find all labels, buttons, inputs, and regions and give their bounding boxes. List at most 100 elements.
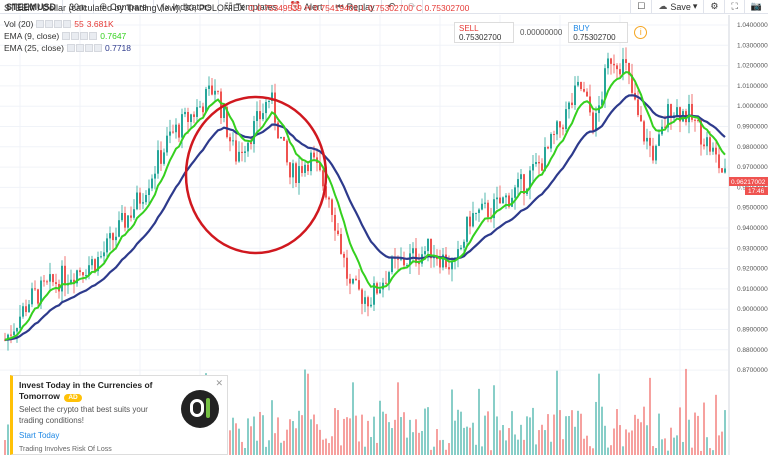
chevron-down-icon: ▾ <box>692 1 698 11</box>
sell-price: 0.75302700 <box>459 33 502 42</box>
low-value: L 0.75302700 <box>361 3 413 14</box>
price-tick-label: 1.01000000 <box>737 83 768 90</box>
interval-label: 30m <box>69 1 87 12</box>
ema9-line <box>4 71 726 341</box>
ad-cta-link[interactable]: Start Today <box>19 431 60 441</box>
spread-value: 0.00000000 <box>520 28 563 37</box>
ema25-legend[interactable]: EMA (25, close) 0.7718 <box>4 43 131 53</box>
symbol-search[interactable]: STEEMUSD <box>0 0 64 14</box>
ema9-label: EMA (9, close) <box>4 31 60 42</box>
price-tick-label: 0.88000000 <box>737 347 768 354</box>
vol-value-a: 55 <box>74 19 84 29</box>
symbol-label: STEEMUSD <box>6 1 57 12</box>
legend-buttons[interactable] <box>36 20 72 29</box>
templates-button[interactable]: ☷ Templates <box>219 0 284 14</box>
replay-icon: ⏮ <box>335 1 344 11</box>
templates-icon: ☷ <box>224 1 233 11</box>
close-value: C 0.75302700 <box>415 3 470 14</box>
cloud-icon: ☁ <box>658 1 668 11</box>
templates-label: Templates <box>235 1 277 12</box>
ema25-value: 0.7718 <box>105 43 131 54</box>
current-price-label: 0.96217002 <box>731 179 766 186</box>
high-value: H 0.75419401 <box>304 3 359 14</box>
alert-label: Alert <box>303 1 323 12</box>
plus-circle-icon: ⊕ <box>99 1 108 11</box>
ad-banner[interactable]: Invest Today in the Currencies of Tomorr… <box>10 375 228 455</box>
price-tick-label: 0.99000000 <box>737 124 768 131</box>
square-icon: ☐ <box>637 1 646 11</box>
chart-title: STEEM / Dollar (calculated by TradingVie… <box>4 3 245 13</box>
ema25-line <box>4 94 726 341</box>
ema9-value: 0.7647 <box>100 31 127 42</box>
fullscreen-icon: ⛶ <box>731 1 738 11</box>
info-icon[interactable]: i <box>634 26 648 39</box>
vol-label: Vol (20) <box>4 19 34 29</box>
price-tick-label: 0.93000000 <box>737 245 768 252</box>
ad-badge: AD <box>64 394 82 403</box>
price-tick-label: 1.04000000 <box>737 22 768 29</box>
chart-legend: STEEM / Dollar (calculated by TradingVie… <box>4 3 469 56</box>
price-tick-label: 0.92000000 <box>737 266 768 273</box>
annotation-circle <box>184 95 328 255</box>
buy-button[interactable]: BUY 0.75302700 <box>568 22 629 43</box>
trade-widget: SELL 0.75302700 0.00000000 BUY 0.7530270… <box>454 22 648 43</box>
gear-icon: ⚙ <box>710 1 719 11</box>
chart-grid <box>0 15 728 455</box>
ad-title: Invest Today in the Currencies of Tomorr… <box>19 380 169 403</box>
top-toolbar: STEEMUSD 30m ⊕ Compare ƒx Indicators ☷ Temp… <box>0 0 768 14</box>
vol-value-b: 3.681K <box>86 19 114 29</box>
save-button[interactable]: ☁ Save ▾ <box>651 0 703 14</box>
undo-button[interactable]: ↶ <box>382 0 403 14</box>
alert-button[interactable]: ⏰ Alert <box>284 0 330 14</box>
price-tick-label: 0.97000000 <box>737 164 768 171</box>
fullscreen-button[interactable]: ⛶ <box>724 0 743 14</box>
replay-button[interactable]: ⏮ Replay <box>329 0 382 14</box>
price-tick-label: 0.90000000 <box>737 306 768 313</box>
ad-title-text: Invest Today in the Currencies of Tomorr… <box>19 380 153 402</box>
price-tick-label: 0.91000000 <box>737 286 768 293</box>
indicators-button[interactable]: ƒx Indicators <box>154 0 219 14</box>
price-tick-label: 0.95000000 <box>737 205 768 212</box>
ohlc-row: STEEM / Dollar (calculated by TradingVie… <box>4 3 469 14</box>
price-axis: 1.04000000 1.03000000 1.02000000 1.01000000… <box>728 15 768 455</box>
price-tick-label: 0.87000000 <box>737 367 768 374</box>
price-tick-label: 1.02000000 <box>737 63 768 70</box>
close-icon[interactable]: ✕ <box>215 378 223 388</box>
price-chart[interactable]: 1.04000000 1.03000000 1.02000000 1.01000000… <box>0 15 768 455</box>
indicators-label: Indicators <box>172 1 212 12</box>
snapshot-button[interactable]: 📷 <box>743 0 768 14</box>
legend-buttons[interactable] <box>67 44 102 53</box>
redo-icon: ↷ <box>408 1 416 11</box>
indicators-icon: ƒx <box>160 1 170 12</box>
price-tick-label: 1.00000000 <box>737 103 768 110</box>
legend-buttons[interactable] <box>62 32 98 41</box>
candles <box>4 47 726 351</box>
price-tick-label: 0.89000000 <box>737 327 768 334</box>
settings-button[interactable]: ⚙ <box>703 0 724 14</box>
sell-label: SELL <box>459 24 479 33</box>
countdown-label: 17:46 <box>748 188 765 195</box>
ad-description: Select the crypto that best suits your t… <box>19 405 148 425</box>
current-price-tag <box>729 176 768 186</box>
ad-logo <box>181 390 219 428</box>
compare-button[interactable]: ⊕ Compare <box>94 0 155 14</box>
interval-button[interactable]: 30m <box>63 0 94 14</box>
compare-label: Compare <box>110 1 148 12</box>
save-label: Save <box>670 1 691 12</box>
redo-button[interactable]: ↷ <box>402 0 423 14</box>
ad-risk-disclaimer: Trading Involves Risk Of Loss <box>19 446 112 454</box>
undo-icon: ↶ <box>387 1 396 11</box>
sell-button[interactable]: SELL 0.75302700 <box>454 22 514 43</box>
ema25-label: EMA (25, close) <box>4 43 64 54</box>
vol-legend[interactable]: Vol (20) 55 3.681K <box>4 19 131 29</box>
countdown-tag <box>745 186 768 195</box>
ema9-legend[interactable]: EMA (9, close) 0.7647 <box>4 31 131 41</box>
buy-label: BUY <box>573 24 590 33</box>
alarm-clock-icon: ⏰ <box>289 1 301 11</box>
price-tick-label: 0.94000000 <box>737 225 768 232</box>
camera-icon: 📷 <box>750 1 762 11</box>
buy-price: 0.75302700 <box>573 33 616 42</box>
layout-button[interactable]: ☐ <box>630 0 651 14</box>
replay-label: Replay <box>346 1 375 12</box>
price-tick-label: 1.03000000 <box>737 42 768 49</box>
